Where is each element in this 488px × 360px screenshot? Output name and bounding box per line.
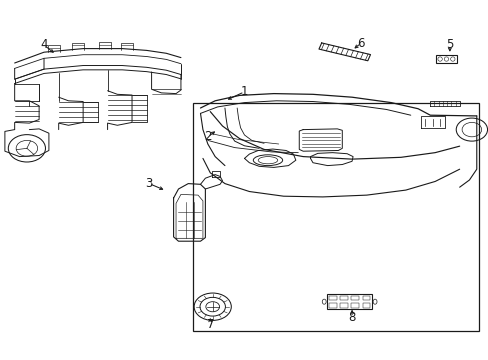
Text: 6: 6	[356, 37, 364, 50]
Bar	[362, 296, 370, 300]
Bar	[435, 55, 456, 63]
Text: 3: 3	[145, 177, 153, 190]
Text: 2: 2	[203, 130, 211, 143]
Bar	[350, 296, 359, 300]
Text: 8: 8	[347, 311, 355, 324]
Bar	[339, 296, 347, 300]
Text: 4: 4	[40, 39, 48, 51]
Bar	[350, 303, 359, 308]
Text: 7: 7	[206, 318, 214, 330]
Text: 1: 1	[240, 85, 248, 98]
Bar	[328, 296, 336, 300]
Bar	[326, 294, 371, 309]
Bar	[328, 303, 336, 308]
Bar	[193, 103, 478, 331]
Bar	[339, 303, 347, 308]
Bar	[362, 303, 370, 308]
Text: 5: 5	[445, 39, 453, 51]
